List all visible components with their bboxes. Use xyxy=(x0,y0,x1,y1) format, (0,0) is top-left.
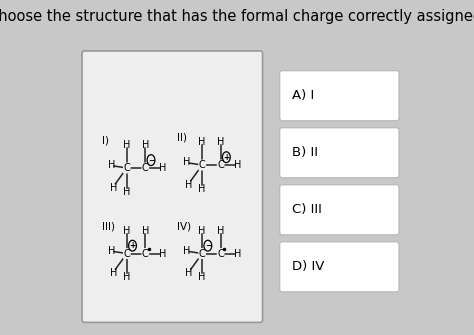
Text: C: C xyxy=(142,249,149,259)
Circle shape xyxy=(204,240,212,251)
Text: H: H xyxy=(123,226,130,236)
Text: C: C xyxy=(217,249,224,259)
Text: A) I: A) I xyxy=(292,89,314,102)
Text: III): III) xyxy=(102,221,115,231)
Text: +: + xyxy=(223,153,229,162)
Text: I): I) xyxy=(102,135,109,145)
Text: C: C xyxy=(199,160,206,170)
Text: C: C xyxy=(199,249,206,259)
Circle shape xyxy=(128,240,137,251)
FancyBboxPatch shape xyxy=(280,128,399,178)
Text: Choose the structure that has the formal charge correctly assigned.: Choose the structure that has the formal… xyxy=(0,9,474,24)
Text: C: C xyxy=(123,249,130,259)
Text: H: H xyxy=(217,226,224,236)
Text: H: H xyxy=(185,180,192,190)
Text: H: H xyxy=(234,249,241,259)
Text: D) IV: D) IV xyxy=(292,260,324,273)
Circle shape xyxy=(147,155,155,165)
Text: H: H xyxy=(123,187,130,197)
Text: H: H xyxy=(185,268,192,278)
Text: H: H xyxy=(123,140,130,150)
FancyBboxPatch shape xyxy=(280,71,399,121)
Text: H: H xyxy=(109,268,117,278)
Text: H: H xyxy=(142,140,149,150)
Text: H: H xyxy=(199,272,206,282)
FancyBboxPatch shape xyxy=(280,242,399,292)
Text: H: H xyxy=(234,160,241,170)
Text: II): II) xyxy=(177,133,187,142)
Text: H: H xyxy=(199,226,206,236)
Text: H: H xyxy=(123,272,130,282)
Text: H: H xyxy=(142,226,149,236)
Text: H: H xyxy=(159,163,166,173)
Text: C: C xyxy=(142,163,149,173)
Text: H: H xyxy=(108,246,115,256)
Text: −: − xyxy=(148,156,154,164)
Text: C: C xyxy=(123,163,130,173)
Text: −: − xyxy=(205,241,211,250)
Text: H: H xyxy=(183,157,190,167)
Text: B) II: B) II xyxy=(292,146,318,159)
Text: H: H xyxy=(109,183,117,193)
Text: H: H xyxy=(199,137,206,147)
FancyBboxPatch shape xyxy=(280,185,399,235)
Circle shape xyxy=(222,152,230,162)
Text: H: H xyxy=(199,184,206,194)
Text: H: H xyxy=(217,137,224,147)
Text: IV): IV) xyxy=(177,221,191,231)
Text: +: + xyxy=(129,241,136,250)
Text: C) III: C) III xyxy=(292,203,321,216)
Text: H: H xyxy=(108,160,115,170)
Text: C: C xyxy=(217,160,224,170)
FancyBboxPatch shape xyxy=(82,51,263,322)
Text: H: H xyxy=(183,246,190,256)
Text: H: H xyxy=(159,249,166,259)
